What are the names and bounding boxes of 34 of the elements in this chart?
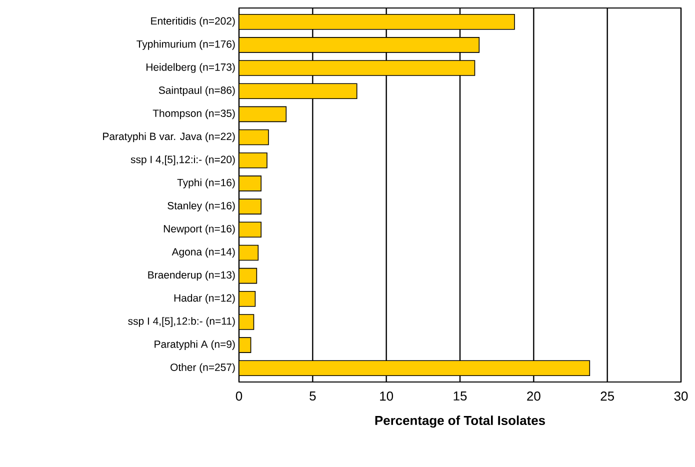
bar xyxy=(239,129,269,146)
x-tick-label: 15 xyxy=(454,392,467,401)
y-tick-label: Braenderup (n=13) xyxy=(148,270,235,281)
y-tick-label: Typhi (n=16) xyxy=(177,178,235,188)
y-tick-label: Other (n=257) xyxy=(170,363,235,374)
bar xyxy=(239,83,358,100)
x-tick-label: 20 xyxy=(527,392,540,401)
x-axis-title: Percentage of Total Isolates xyxy=(375,416,545,428)
x-tick-label: 10 xyxy=(380,392,394,401)
y-tick-label: Heidelberg (n=173) xyxy=(146,63,235,73)
x-tick-label: 25 xyxy=(600,392,614,401)
y-tick-label: Agona (n=14) xyxy=(172,248,235,258)
bar xyxy=(239,14,515,30)
bar xyxy=(239,106,287,122)
y-tick-label: Paratyphi A (n=9) xyxy=(154,340,235,350)
y-tick-label: Saintpaul (n=86) xyxy=(158,86,235,96)
y-tick-label: Hadar (n=12) xyxy=(174,294,235,304)
y-tick-label: Newport (n=16) xyxy=(164,224,235,235)
y-tick-label: Paratyphi B var. Java (n=22) xyxy=(103,132,235,142)
bar xyxy=(239,152,268,168)
y-tick-label: Stanley (n=16) xyxy=(168,202,235,212)
y-tick-label: Thompson (n=35) xyxy=(152,109,235,120)
x-tick-label: 5 xyxy=(310,392,316,401)
y-tick-label: Typhimurium (n=176) xyxy=(136,40,235,50)
y-tick-label: Enteritidis (n=202) xyxy=(151,16,235,27)
bar xyxy=(239,60,476,76)
x-tick-label: 0 xyxy=(236,392,242,401)
bar xyxy=(239,37,480,53)
y-tick-label: ssp I 4,[5],12:b:- (n=11) xyxy=(128,317,235,327)
x-tick-label: 30 xyxy=(674,392,688,401)
bar xyxy=(239,268,258,284)
y-tick-label: ssp I 4,[5],12:i:- (n=20) xyxy=(130,156,235,166)
bar xyxy=(239,244,259,261)
bar xyxy=(239,360,590,376)
